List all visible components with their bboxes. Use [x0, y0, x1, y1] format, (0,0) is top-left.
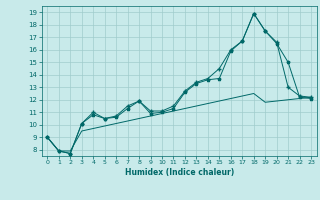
- X-axis label: Humidex (Indice chaleur): Humidex (Indice chaleur): [124, 168, 234, 177]
